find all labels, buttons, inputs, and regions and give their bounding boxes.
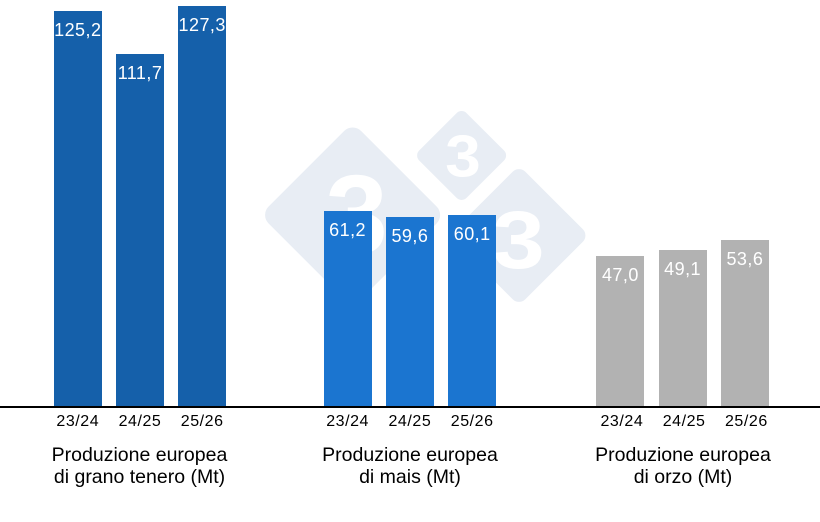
svg-text:3: 3 [492,194,544,286]
svg-text:3: 3 [445,124,480,190]
